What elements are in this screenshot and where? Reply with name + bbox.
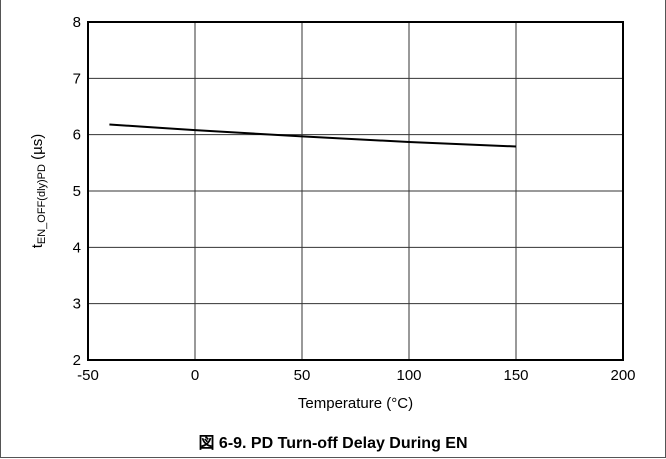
- plot-frame: [87, 21, 624, 361]
- y-tick-label: 7: [73, 70, 81, 87]
- x-tick-label: 0: [191, 367, 199, 384]
- y-tick-label: 6: [73, 127, 81, 144]
- y-axis-title-unit: (µs): [29, 134, 46, 164]
- series-layer: [109, 123, 517, 148]
- x-tick-label: 100: [396, 367, 421, 384]
- series-line: [109, 123, 517, 148]
- x-tick-label: 200: [610, 367, 635, 384]
- y-tick-label: 4: [73, 239, 81, 256]
- y-tick-label: 5: [73, 183, 81, 200]
- figure-caption: 図 6-9. PD Turn-off Delay During EN: [198, 435, 468, 452]
- x-axis-title: Temperature (°C): [298, 395, 413, 412]
- y-axis-title-subscript: EN_OFF(dly)PD: [36, 164, 48, 244]
- y-tick-labels: 2 3 4 5 6 7 8: [73, 14, 81, 369]
- x-tick-label: 50: [294, 367, 311, 384]
- y-axis-title-main: t: [29, 243, 46, 248]
- y-axis-title: tEN_OFF(dly)PD (µs): [29, 134, 48, 249]
- grid: [87, 21, 624, 361]
- y-tick-label: 8: [73, 14, 81, 31]
- x-tick-label: -50: [77, 367, 99, 384]
- x-tick-labels: -50 0 50 100 150 200: [77, 367, 635, 384]
- y-tick-label: 3: [73, 296, 81, 313]
- y-tick-label: 2: [73, 352, 81, 369]
- x-tick-label: 150: [503, 367, 528, 384]
